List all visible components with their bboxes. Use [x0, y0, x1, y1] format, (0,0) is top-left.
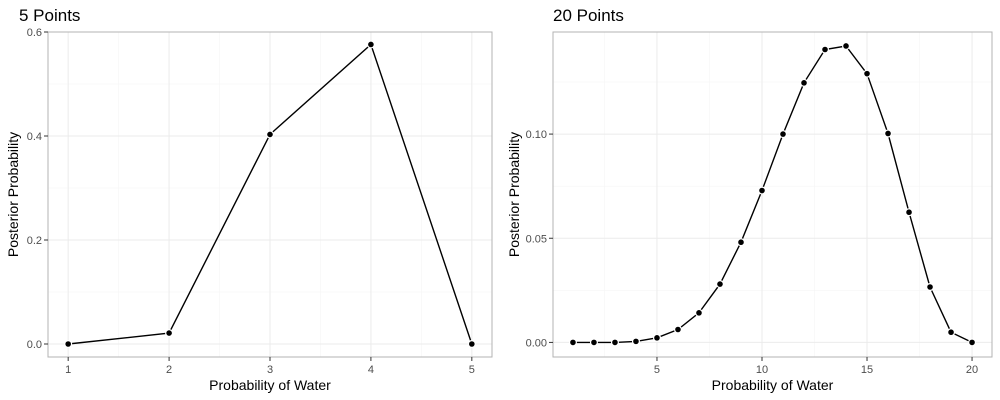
data-point	[652, 333, 661, 342]
y-tick-label: 0.10	[526, 129, 547, 141]
data-point	[863, 69, 872, 78]
data-point	[568, 338, 577, 347]
y-tick-label: 0.0	[27, 339, 42, 351]
data-point	[610, 338, 619, 347]
y-tick-label: 0.2	[27, 235, 42, 247]
series-line	[573, 45, 973, 344]
data-point	[842, 41, 851, 50]
chart-panel-1: 1 2 3 4 5 0.0 0.2 0.4 0.6 5 Points Probability of …	[5, 6, 493, 393]
data-point	[757, 186, 766, 195]
x-tick-label: 10	[756, 364, 768, 376]
data-point	[631, 337, 640, 346]
data-point	[800, 78, 809, 87]
data-point	[947, 328, 956, 337]
data-point	[884, 129, 893, 138]
y-tick-label: 0.4	[27, 131, 42, 143]
x-tick-label: 20	[966, 364, 978, 376]
x-axis-title: Probability of Water	[209, 377, 331, 393]
chart-title: 20 Points	[553, 6, 624, 25]
data-point	[736, 238, 745, 247]
data-point	[366, 40, 375, 49]
data-point	[968, 338, 977, 347]
data-point	[467, 340, 476, 349]
data-point	[779, 130, 788, 139]
y-tick-label: 0.05	[526, 233, 547, 245]
x-axis-title: Probability of Water	[712, 377, 834, 393]
chart-title: 5 Points	[19, 6, 80, 25]
x-tick-label: 5	[469, 364, 475, 376]
y-tick-label: 0.00	[526, 337, 547, 349]
y-axis-title: Posterior Probability	[5, 132, 21, 257]
panel-border	[552, 31, 993, 358]
data-point	[905, 208, 914, 217]
data-point	[64, 340, 73, 349]
data-point	[266, 130, 275, 139]
x-tick-label: 2	[166, 364, 172, 376]
data-point	[673, 325, 682, 334]
x-tick-label: 1	[65, 364, 71, 376]
x-tick-label: 3	[267, 364, 273, 376]
data-point	[715, 280, 724, 289]
chart-panel-2: 5 10 15 20 0.00 0.05 0.10 20 Points Probability …	[506, 6, 993, 393]
y-tick-label: 0.6	[27, 27, 42, 39]
x-tick-label: 5	[654, 364, 660, 376]
x-tick-label: 15	[861, 364, 873, 376]
data-point	[589, 338, 598, 347]
data-point	[821, 45, 830, 54]
x-tick-label: 4	[368, 364, 374, 376]
data-point	[165, 329, 174, 338]
data-point	[694, 308, 703, 317]
y-axis-title: Posterior Probability	[506, 132, 522, 257]
data-point	[926, 283, 935, 292]
